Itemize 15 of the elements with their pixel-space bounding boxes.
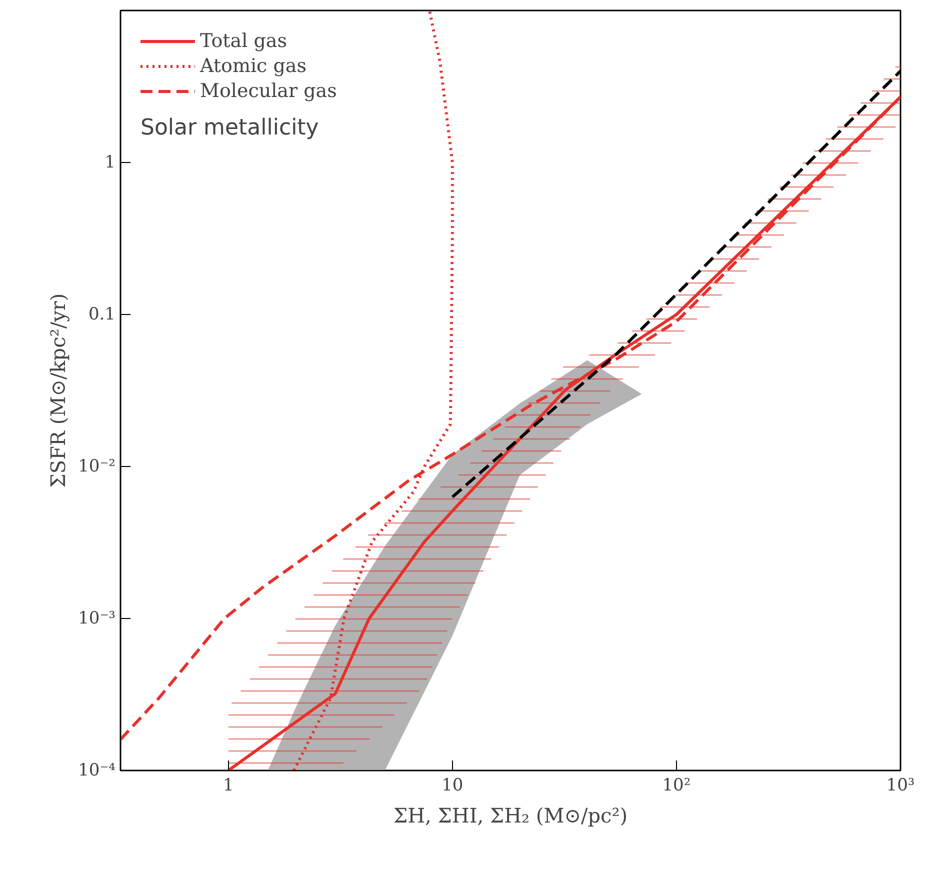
x-tick-label: 10³ — [886, 776, 915, 796]
legend-label: Total gas — [200, 30, 287, 52]
y-tick-label: 1 — [104, 152, 116, 172]
x-tick-label: 1 — [222, 776, 234, 796]
annotation: Solar metallicity — [140, 116, 319, 140]
y-tick-label: 10⁻² — [78, 456, 116, 476]
y-axis-title: ΣSFR (M⊙/kpc²/yr) — [46, 293, 70, 488]
y-tick-label: 10⁻⁴ — [78, 760, 116, 780]
x-axis-title: ΣH, ΣHI, ΣH₂ (M⊙/pc²) — [393, 804, 628, 828]
x-tick-label: 10 — [442, 776, 464, 796]
legend-label: Atomic gas — [200, 55, 306, 77]
legend-label: Molecular gas — [200, 80, 337, 102]
y-tick-label: 0.1 — [88, 304, 116, 324]
x-tick-label: 10² — [662, 776, 691, 796]
y-tick-label: 10⁻³ — [78, 608, 116, 628]
